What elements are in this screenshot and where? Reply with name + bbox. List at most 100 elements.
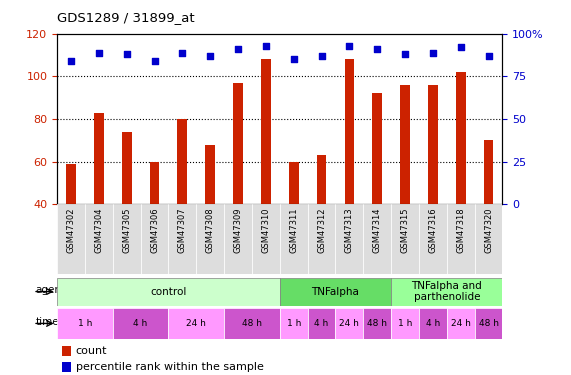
Text: GSM47313: GSM47313 — [345, 208, 354, 254]
Text: TNFalpha: TNFalpha — [312, 286, 359, 297]
Bar — [428, 85, 438, 204]
Text: 24 h: 24 h — [339, 319, 359, 328]
Text: GSM47312: GSM47312 — [317, 208, 326, 254]
Bar — [66, 164, 76, 204]
Text: GSM47320: GSM47320 — [484, 208, 493, 254]
Text: TNFalpha and
parthenolide: TNFalpha and parthenolide — [412, 281, 482, 302]
Point — [345, 43, 354, 49]
Bar — [372, 93, 382, 204]
FancyBboxPatch shape — [475, 308, 502, 339]
FancyBboxPatch shape — [363, 308, 391, 339]
Bar — [62, 362, 71, 372]
Bar — [317, 155, 327, 204]
FancyBboxPatch shape — [196, 204, 224, 274]
Point — [428, 50, 437, 55]
FancyBboxPatch shape — [335, 308, 363, 339]
FancyBboxPatch shape — [112, 308, 168, 339]
Text: GSM47315: GSM47315 — [400, 208, 409, 254]
FancyBboxPatch shape — [475, 204, 502, 274]
Text: GSM47302: GSM47302 — [66, 208, 75, 254]
Bar — [62, 346, 71, 356]
FancyBboxPatch shape — [168, 204, 196, 274]
FancyBboxPatch shape — [140, 204, 168, 274]
Point — [289, 56, 298, 62]
Text: 24 h: 24 h — [186, 319, 206, 328]
Text: agent: agent — [35, 285, 66, 295]
Bar — [456, 72, 465, 204]
FancyBboxPatch shape — [335, 204, 363, 274]
Point — [400, 51, 409, 57]
Point — [484, 53, 493, 59]
FancyBboxPatch shape — [308, 204, 335, 274]
Text: 1 h: 1 h — [78, 319, 92, 328]
Point — [317, 53, 326, 59]
FancyBboxPatch shape — [168, 308, 224, 339]
Bar — [206, 145, 215, 204]
FancyBboxPatch shape — [363, 204, 391, 274]
Text: 48 h: 48 h — [478, 319, 498, 328]
Text: 4 h: 4 h — [315, 319, 329, 328]
Text: GSM47311: GSM47311 — [289, 208, 298, 254]
Point — [178, 50, 187, 55]
Bar — [289, 162, 299, 204]
FancyBboxPatch shape — [280, 204, 308, 274]
Bar — [94, 112, 104, 204]
Text: GSM47305: GSM47305 — [122, 208, 131, 254]
Text: percentile rank within the sample: percentile rank within the sample — [76, 362, 264, 372]
Bar — [344, 59, 354, 204]
Point — [456, 44, 465, 50]
Text: GSM47314: GSM47314 — [373, 208, 382, 254]
Text: GDS1289 / 31899_at: GDS1289 / 31899_at — [57, 11, 195, 24]
Point — [262, 43, 271, 49]
Point — [150, 58, 159, 64]
FancyBboxPatch shape — [419, 308, 447, 339]
FancyBboxPatch shape — [57, 204, 85, 274]
FancyBboxPatch shape — [224, 308, 280, 339]
FancyBboxPatch shape — [447, 308, 475, 339]
Bar — [484, 140, 493, 204]
Text: 48 h: 48 h — [367, 319, 387, 328]
Point — [373, 46, 382, 52]
Point — [206, 53, 215, 59]
Text: GSM47307: GSM47307 — [178, 208, 187, 254]
FancyBboxPatch shape — [419, 204, 447, 274]
Text: 48 h: 48 h — [242, 319, 262, 328]
Text: GSM47310: GSM47310 — [262, 208, 271, 254]
Bar — [150, 162, 159, 204]
Text: 1 h: 1 h — [398, 319, 412, 328]
Bar — [400, 85, 410, 204]
Text: count: count — [76, 346, 107, 356]
Point — [66, 58, 75, 64]
FancyBboxPatch shape — [391, 204, 419, 274]
Point — [122, 51, 131, 57]
Text: GSM47308: GSM47308 — [206, 208, 215, 254]
FancyBboxPatch shape — [391, 278, 502, 306]
FancyBboxPatch shape — [112, 204, 140, 274]
Point — [94, 50, 103, 55]
Text: GSM47306: GSM47306 — [150, 208, 159, 254]
FancyBboxPatch shape — [57, 308, 112, 339]
Bar — [261, 59, 271, 204]
Text: 4 h: 4 h — [134, 319, 148, 328]
FancyBboxPatch shape — [280, 308, 308, 339]
Text: 24 h: 24 h — [451, 319, 471, 328]
Bar — [122, 132, 131, 204]
FancyBboxPatch shape — [252, 204, 280, 274]
Text: GSM47309: GSM47309 — [234, 208, 243, 254]
Text: GSM47316: GSM47316 — [428, 208, 437, 254]
Text: GSM47304: GSM47304 — [94, 208, 103, 254]
FancyBboxPatch shape — [391, 308, 419, 339]
Text: 1 h: 1 h — [287, 319, 301, 328]
FancyBboxPatch shape — [280, 278, 391, 306]
Bar — [178, 119, 187, 204]
FancyBboxPatch shape — [85, 204, 112, 274]
FancyBboxPatch shape — [447, 204, 475, 274]
FancyBboxPatch shape — [224, 204, 252, 274]
Text: 4 h: 4 h — [426, 319, 440, 328]
Point — [234, 46, 243, 52]
Bar — [233, 83, 243, 204]
FancyBboxPatch shape — [57, 278, 280, 306]
FancyBboxPatch shape — [308, 308, 335, 339]
Text: time: time — [35, 317, 59, 327]
Text: control: control — [150, 286, 187, 297]
